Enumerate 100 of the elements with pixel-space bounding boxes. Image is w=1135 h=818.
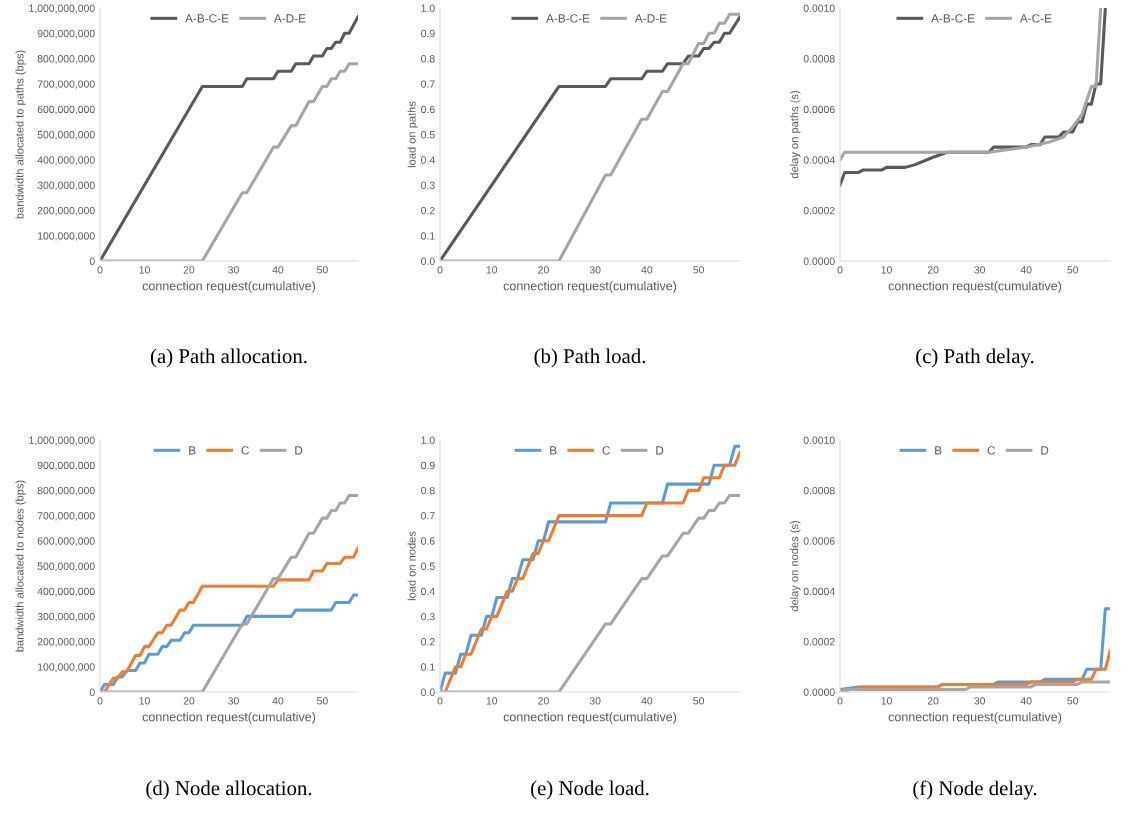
y-tick-label: 1,000,000,000 <box>29 436 95 446</box>
x-tick-label: 50 <box>317 266 328 274</box>
y-tick-label: 0.7 <box>421 512 435 520</box>
text: (f) Node delay. <box>913 780 1037 800</box>
y-tick-label: 1.0 <box>421 436 435 444</box>
x-tick-label: 50 <box>693 266 705 274</box>
x-tick-label: 40 <box>272 697 284 705</box>
x-tick-label: 10 <box>139 697 150 705</box>
legend-label: A-C-E <box>1019 14 1052 23</box>
x-tick-label: 0 <box>437 266 443 274</box>
y-tick-label: 1.0 <box>421 4 435 12</box>
x-tick-label: 40 <box>1020 266 1032 274</box>
y-tick-label: 0.6 <box>421 105 435 114</box>
x-tick-label: 20 <box>538 697 549 705</box>
x-axis-title: connection request(cumulative) <box>142 281 316 293</box>
y-axis-title: bandwidth allocated to paths (bps) <box>15 50 26 219</box>
x-tick-label: 50 <box>693 697 705 705</box>
y-tick-label: 500,000,000 <box>37 562 95 572</box>
legend-label: A-D-E <box>634 14 667 23</box>
text: (b) Path load. <box>534 348 646 368</box>
y-tick-label: 800,000,000 <box>37 55 95 64</box>
legend-label: B <box>189 446 196 455</box>
text: (d) Node allocation. <box>146 780 312 800</box>
text: (e) Node load. <box>531 780 649 800</box>
y-tick-label: 700,000,000 <box>37 80 95 90</box>
y-tick-label: 0.6 <box>421 537 435 545</box>
y-axis-title: load on paths <box>407 101 418 168</box>
y-tick-label: 0.9 <box>421 29 435 38</box>
legend-label: D <box>295 446 303 455</box>
text: (a) Path allocation. <box>150 348 307 368</box>
legend-label: D <box>656 446 664 455</box>
x-tick-label: 10 <box>139 266 150 274</box>
x-tick-label: 50 <box>1067 697 1079 705</box>
y-tick-label: 0.0002 <box>803 206 835 215</box>
legend-label: A-B-C-E <box>546 14 590 23</box>
y-tick-label: 900,000,000 <box>37 29 95 39</box>
y-tick-label: 0.0010 <box>803 436 835 444</box>
x-tick-label: 10 <box>881 697 892 705</box>
x-tick-label: 10 <box>486 266 498 274</box>
y-tick-label: 100,000,000 <box>38 232 95 241</box>
line-series <box>840 8 1103 162</box>
y-tick-label: 400,000,000 <box>37 156 95 165</box>
x-axis-title: connection request(cumulative) <box>142 712 316 724</box>
y-tick-label: 0.0002 <box>803 638 835 646</box>
y-tick-label: 200,000,000 <box>37 638 95 647</box>
y-tick-label: 0.1 <box>421 232 435 240</box>
y-tick-label: 0.0004 <box>803 587 835 596</box>
x-tick-label: 30 <box>974 266 986 274</box>
x-tick-label: 0 <box>97 697 103 705</box>
y-tick-label: 200,000,000 <box>37 206 95 216</box>
y-axis-title: delay on nodes (s) <box>790 520 801 612</box>
y-tick-label: 0 <box>89 688 95 696</box>
legend-label: A-B-C-E <box>931 14 975 23</box>
x-tick-label: 10 <box>486 697 498 705</box>
y-tick-label: 0.3 <box>421 612 435 621</box>
x-tick-label: 30 <box>974 697 986 705</box>
x-tick-label: 40 <box>641 266 653 274</box>
legend-label: B <box>550 446 557 455</box>
legend-label: B <box>935 446 942 455</box>
text: (c) Path delay. <box>916 348 1034 368</box>
y-tick-label: 400,000,000 <box>37 587 95 597</box>
y-axis-title: bandwidth allocated to nodes (bps) <box>15 480 26 652</box>
y-tick-label: 0.0000 <box>803 257 835 265</box>
y-tick-label: 0 <box>89 257 95 265</box>
y-tick-label: 0.5 <box>421 131 435 139</box>
legend-label: C <box>241 446 250 455</box>
x-tick-label: 10 <box>881 266 892 274</box>
y-tick-label: 0.0 <box>421 257 435 265</box>
x-axis-title: connection request(cumulative) <box>888 281 1062 293</box>
y-tick-label: 0.2 <box>421 638 435 646</box>
x-tick-label: 20 <box>183 266 195 274</box>
y-tick-label: 800,000,000 <box>37 486 95 496</box>
x-tick-label: 30 <box>228 266 239 274</box>
x-tick-label: 20 <box>183 697 195 705</box>
x-tick-label: 40 <box>1020 697 1032 705</box>
x-tick-label: 0 <box>837 697 843 705</box>
y-tick-label: 100,000,000 <box>38 663 95 672</box>
y-tick-label: 0.5 <box>421 562 435 570</box>
x-axis-title: connection request(cumulative) <box>503 712 677 724</box>
x-axis-title: connection request(cumulative) <box>503 281 677 293</box>
y-tick-label: 0.2 <box>421 206 435 215</box>
x-tick-label: 0 <box>97 266 103 274</box>
x-tick-label: 0 <box>437 697 443 705</box>
legend-label: A-B-C-E <box>185 14 229 23</box>
x-tick-label: 0 <box>837 266 843 274</box>
y-tick-label: 600,000,000 <box>37 105 95 115</box>
y-tick-label: 900,000,000 <box>37 461 95 471</box>
y-tick-label: 0.0006 <box>803 105 835 114</box>
x-tick-label: 50 <box>1067 266 1079 274</box>
x-tick-label: 20 <box>927 266 939 274</box>
y-tick-label: 0.0006 <box>803 537 835 545</box>
y-tick-label: 0.0000 <box>803 688 835 696</box>
x-tick-label: 30 <box>589 266 601 274</box>
legend-label: A-D-E <box>273 14 306 23</box>
y-tick-label: 0.1 <box>421 663 435 671</box>
x-tick-label: 30 <box>228 697 239 705</box>
y-tick-label: 0.9 <box>421 461 435 470</box>
y-axis-title: load on nodes <box>407 531 416 601</box>
y-tick-label: 0.0010 <box>803 4 835 12</box>
y-tick-label: 0.7 <box>421 80 435 88</box>
